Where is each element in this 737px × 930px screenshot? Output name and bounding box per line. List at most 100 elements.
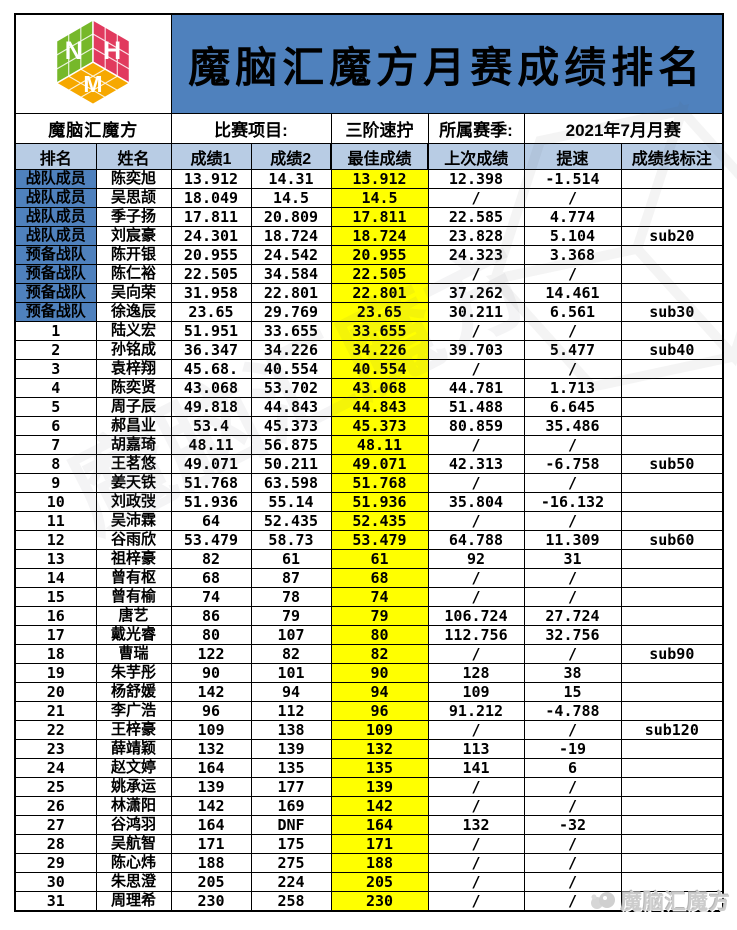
best-cell: 90 xyxy=(330,663,429,683)
note-cell: sub90 xyxy=(620,644,724,664)
speedup-cell: / xyxy=(523,796,622,816)
score1-cell: 188 xyxy=(170,853,252,873)
speedup-cell: -16.132 xyxy=(523,492,622,512)
table-row: 31 周理希 230 258 230 / / xyxy=(14,891,724,912)
note-cell xyxy=(620,587,724,607)
name-cell: 季子扬 xyxy=(95,207,172,227)
table-row: 25 姚承运 139 177 139 / / xyxy=(14,777,724,797)
name-cell: 姜天铁 xyxy=(95,473,172,493)
score2-cell: 63.598 xyxy=(250,473,332,493)
note-cell: sub120 xyxy=(620,720,724,740)
note-cell xyxy=(620,853,724,873)
club-logo: N H M xyxy=(14,13,172,114)
rank-cell: 27 xyxy=(14,815,97,835)
note-cell xyxy=(620,758,724,778)
note-cell: sub50 xyxy=(620,454,724,474)
name-cell: 吴向荣 xyxy=(95,283,172,303)
note-cell xyxy=(620,891,724,912)
rank-cell: 12 xyxy=(14,530,97,550)
score1-cell: 122 xyxy=(170,644,252,664)
score2-cell: 18.724 xyxy=(250,226,332,246)
score2-cell: 79 xyxy=(250,606,332,626)
score1-cell: 24.301 xyxy=(170,226,252,246)
score2-cell: 34.226 xyxy=(250,340,332,360)
rank-cell: 1 xyxy=(14,321,97,341)
score1-cell: 17.811 xyxy=(170,207,252,227)
score1-cell: 164 xyxy=(170,758,252,778)
note-cell xyxy=(620,872,724,892)
rank-cell: 15 xyxy=(14,587,97,607)
speedup-cell: 31 xyxy=(523,549,622,569)
score2-cell: 40.554 xyxy=(250,359,332,379)
best-cell: 230 xyxy=(330,891,429,912)
table-row: 预备战队 吴向荣 31.958 22.801 22.801 37.262 14.… xyxy=(14,283,724,303)
note-cell xyxy=(620,606,724,626)
column-header-score2: 成绩2 xyxy=(250,143,332,170)
score1-cell: 68 xyxy=(170,568,252,588)
table-row: 21 李广浩 96 112 96 91.212 -4.788 xyxy=(14,701,724,721)
speedup-cell: / xyxy=(523,435,622,455)
name-cell: 徐逸辰 xyxy=(95,302,172,322)
last-score-cell: / xyxy=(427,435,525,455)
rank-cell: 18 xyxy=(14,644,97,664)
page-title: 魔脑汇魔方月赛成绩排名 xyxy=(170,13,724,114)
last-score-cell: / xyxy=(427,777,525,797)
last-score-cell: 23.828 xyxy=(427,226,525,246)
speedup-cell: -1.514 xyxy=(523,169,622,189)
score2-cell: 107 xyxy=(250,625,332,645)
speedup-cell: -32 xyxy=(523,815,622,835)
name-cell: 吴航智 xyxy=(95,834,172,854)
rank-cell: 预备战队 xyxy=(14,283,97,303)
score1-cell: 90 xyxy=(170,663,252,683)
score1-cell: 23.65 xyxy=(170,302,252,322)
table-row: 战队成员 刘宸豪 24.301 18.724 18.724 23.828 5.1… xyxy=(14,226,724,246)
table-body: 战队成员 陈奕旭 13.912 14.31 13.912 12.398 -1.5… xyxy=(14,169,724,912)
best-cell: 164 xyxy=(330,815,429,835)
note-cell xyxy=(620,568,724,588)
rank-cell: 战队成员 xyxy=(14,188,97,208)
name-cell: 朱芋彤 xyxy=(95,663,172,683)
speedup-cell: / xyxy=(523,473,622,493)
speedup-cell: / xyxy=(523,264,622,284)
last-score-cell: 141 xyxy=(427,758,525,778)
column-header-score1: 成绩1 xyxy=(170,143,252,170)
column-header-row: 排名 姓名 成绩1 成绩2 最佳成绩 上次成绩 提速 成绩线标注 xyxy=(14,143,724,170)
last-score-cell: 109 xyxy=(427,682,525,702)
last-score-cell: / xyxy=(427,872,525,892)
table-row: 11 吴沛霖 64 52.435 52.435 / / xyxy=(14,511,724,531)
column-header-rank: 排名 xyxy=(14,143,97,170)
score2-cell: 224 xyxy=(250,872,332,892)
name-cell: 朱思澄 xyxy=(95,872,172,892)
last-score-cell: 106.724 xyxy=(427,606,525,626)
rank-cell: 23 xyxy=(14,739,97,759)
table-row: 13 祖梓豪 82 61 61 92 31 xyxy=(14,549,724,569)
name-cell: 陈奕旭 xyxy=(95,169,172,189)
speedup-cell: 6.561 xyxy=(523,302,622,322)
note-cell: sub40 xyxy=(620,340,724,360)
last-score-cell: 113 xyxy=(427,739,525,759)
score1-cell: 86 xyxy=(170,606,252,626)
last-score-cell: 44.781 xyxy=(427,378,525,398)
best-cell: 51.768 xyxy=(330,473,429,493)
score1-cell: 171 xyxy=(170,834,252,854)
score1-cell: 53.479 xyxy=(170,530,252,550)
note-cell xyxy=(620,245,724,265)
table-row: 1 陆义宏 51.951 33.655 33.655 / / xyxy=(14,321,724,341)
best-cell: 52.435 xyxy=(330,511,429,531)
best-cell: 96 xyxy=(330,701,429,721)
speedup-cell: / xyxy=(523,872,622,892)
last-score-cell: 132 xyxy=(427,815,525,835)
best-cell: 43.068 xyxy=(330,378,429,398)
speedup-cell: / xyxy=(523,834,622,854)
name-cell: 谷雨欣 xyxy=(95,530,172,550)
speedup-cell: / xyxy=(523,720,622,740)
speedup-cell: 1.713 xyxy=(523,378,622,398)
speedup-cell: / xyxy=(523,568,622,588)
last-score-cell: 35.804 xyxy=(427,492,525,512)
cube-logo-icon: N H M xyxy=(55,18,132,106)
note-cell xyxy=(620,207,724,227)
name-cell: 孙铭成 xyxy=(95,340,172,360)
best-cell: 20.955 xyxy=(330,245,429,265)
table-row: 17 戴光睿 80 107 80 112.756 32.756 xyxy=(14,625,724,645)
rank-cell: 28 xyxy=(14,834,97,854)
